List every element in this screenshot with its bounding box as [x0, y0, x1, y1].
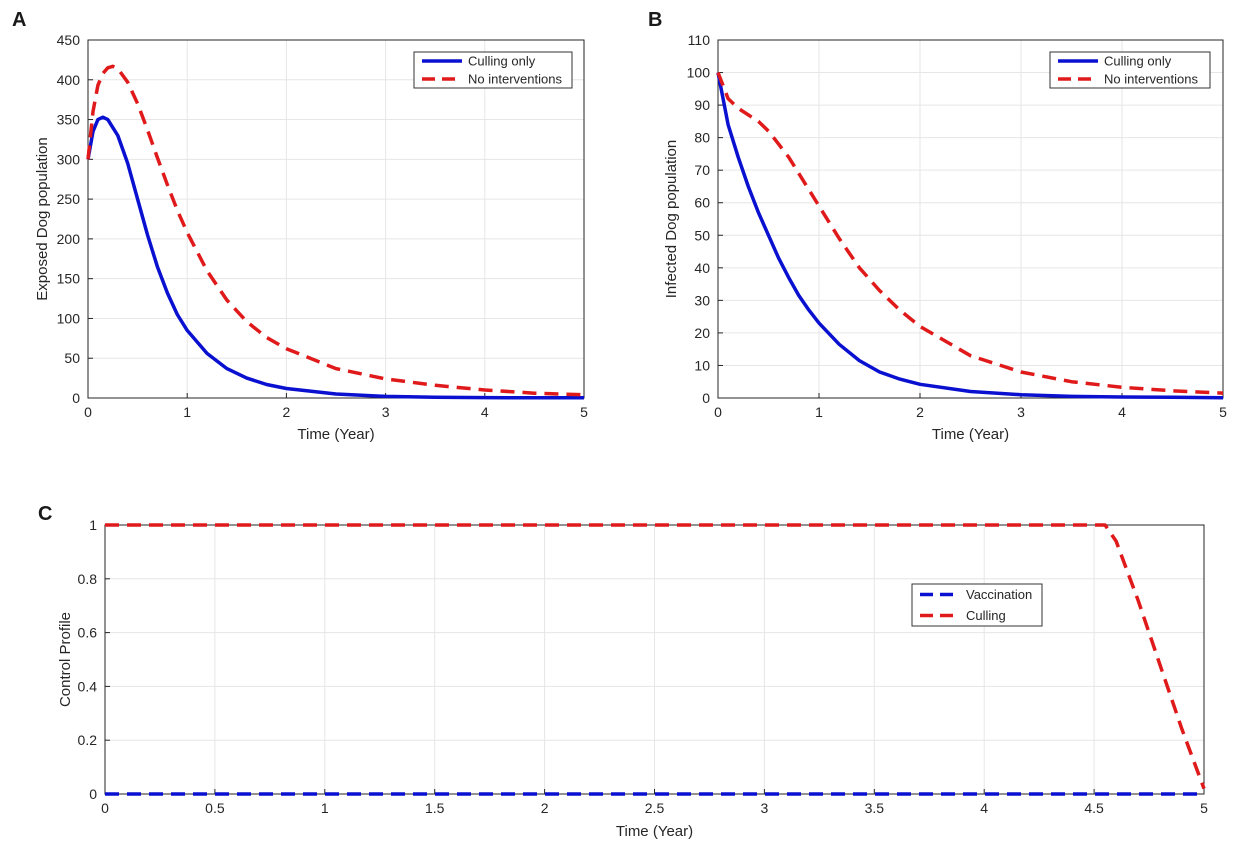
y-tick-label: 100: [687, 65, 711, 81]
y-tick-label: 80: [694, 130, 710, 146]
panel-label: A: [12, 9, 26, 31]
legend: Culling only No interventions: [1049, 51, 1211, 89]
y-tick-label: 110: [688, 32, 711, 48]
y-axis-title: Infected Dog population: [663, 140, 680, 298]
x-tick-label: 1.5: [425, 800, 445, 816]
y-tick-label: 250: [57, 191, 81, 207]
x-tick-label: 4: [980, 800, 988, 816]
x-tick-label: 0.5: [205, 800, 225, 816]
x-tick-label: 1: [183, 404, 191, 420]
x-tick-label: 5: [1219, 404, 1227, 420]
x-tick-label: 5: [580, 404, 588, 420]
plot-area: [88, 40, 584, 398]
y-tick-label: 350: [57, 112, 81, 128]
plot-area: [718, 40, 1223, 398]
chart-panel-c: C 0 0.5 1 1.5 2 2.5 3 3.5 4 4.5 5 0 0.2 0.4 0.6 0.8 1 Time…: [38, 503, 1208, 840]
y-tick-label: 10: [694, 357, 710, 373]
y-tick-label: 200: [57, 231, 81, 247]
x-tick-label: 2: [283, 404, 291, 420]
legend-label: No interventions: [1104, 72, 1198, 87]
x-tick-label: 2: [916, 404, 924, 420]
legend-label: Culling only: [468, 54, 536, 69]
y-tick-label: 300: [57, 151, 81, 167]
y-tick-label: 20: [694, 325, 710, 341]
legend: Culling only No interventions: [413, 51, 573, 89]
legend: Vaccination Culling: [911, 583, 1043, 627]
x-tick-label: 0: [84, 404, 92, 420]
y-axis-title: Exposed Dog population: [34, 137, 51, 300]
y-tick-label: 0.6: [78, 625, 98, 641]
series-line-culling: [105, 523, 1206, 790]
legend-label: Vaccination: [966, 587, 1032, 602]
y-tick-label: 50: [64, 350, 80, 366]
y-tick-label: 60: [694, 195, 710, 211]
series-line-culling-only: [716, 72, 1224, 400]
x-axis-title: Time (Year): [616, 823, 693, 840]
y-tick-label: 450: [57, 32, 81, 48]
y-tick-label: 1: [89, 517, 97, 533]
y-axis-title: Control Profile: [57, 612, 74, 707]
x-tick-label: 1: [321, 800, 329, 816]
series-line-culling-only: [86, 115, 584, 400]
y-tick-label: 150: [57, 271, 81, 287]
x-axis-title: Time (Year): [297, 426, 374, 443]
panel-label: C: [38, 503, 52, 525]
series-line-no-interventions: [716, 71, 1224, 395]
axes-box: [717, 39, 1224, 399]
x-tick-label: 4: [481, 404, 489, 420]
legend-box: [911, 583, 1043, 627]
y-tick-label: 70: [694, 162, 710, 178]
x-tick-label: 0: [101, 800, 109, 816]
x-tick-label: 2.5: [645, 800, 665, 816]
y-tick-label: 0: [89, 786, 97, 802]
y-tick-label: 0.8: [78, 571, 98, 587]
y-tick-label: 0: [702, 390, 710, 406]
x-tick-label: 3.5: [865, 800, 885, 816]
x-tick-label: 4.5: [1084, 800, 1104, 816]
x-tick-label: 2: [541, 800, 549, 816]
x-tick-label: 4: [1118, 404, 1126, 420]
x-tick-label: 0: [714, 404, 722, 420]
y-tick-label: 0.2: [78, 732, 98, 748]
x-tick-label: 3: [761, 800, 769, 816]
x-tick-label: 3: [1017, 404, 1025, 420]
y-tick-label: 40: [694, 260, 710, 276]
axes-box: [87, 39, 585, 399]
y-tick-label: 100: [57, 310, 81, 326]
series-line-no-interventions: [86, 64, 585, 397]
x-axis-title: Time (Year): [932, 426, 1009, 443]
y-tick-label: 50: [694, 227, 710, 243]
legend-box: [1049, 51, 1211, 89]
panel-label: B: [648, 9, 662, 31]
legend-label: No interventions: [468, 72, 562, 87]
y-tick-label: 0.4: [78, 678, 98, 694]
legend-label: Culling only: [1104, 54, 1172, 69]
legend-box: [413, 51, 573, 89]
y-tick-label: 400: [57, 72, 81, 88]
y-tick-label: 90: [694, 97, 710, 113]
legend-label: Culling: [966, 608, 1006, 623]
x-tick-label: 5: [1200, 800, 1208, 816]
y-tick-label: 30: [694, 292, 710, 308]
y-tick-label: 0: [72, 390, 80, 406]
x-tick-label: 1: [815, 404, 823, 420]
x-tick-label: 3: [382, 404, 390, 420]
